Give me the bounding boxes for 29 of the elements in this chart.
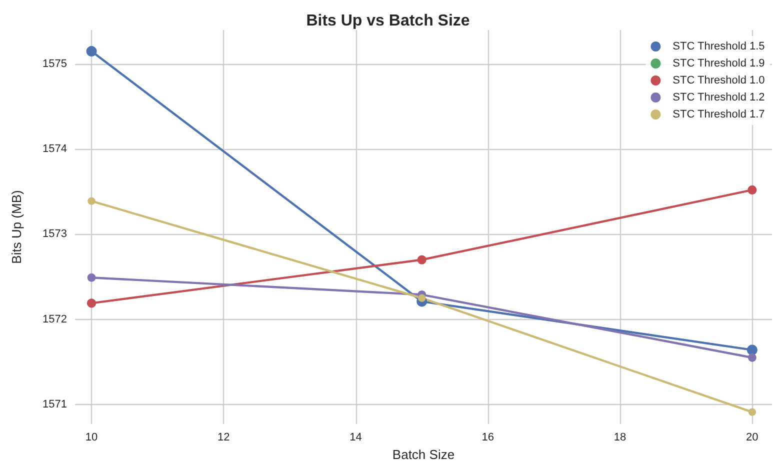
y-tick-label: 1574 [42,143,67,156]
point [86,46,97,57]
legend-label: STC Threshold 1.9 [672,58,765,70]
x-tick-label: 20 [746,432,758,444]
legend-label: STC Threshold 1.0 [672,74,765,86]
point [746,344,758,356]
point [748,185,757,195]
point [417,255,426,264]
point [87,273,96,282]
x-tick-label: 14 [350,432,362,444]
x-tick-label: 12 [218,432,230,444]
chart-title: Bits Up vs Batch Size [306,12,470,30]
point [86,298,96,308]
point [748,408,756,416]
x-axis-title: Batch Size [392,447,455,462]
y-axis-title: Bits Up (MB) [9,190,24,264]
legend-label: STC Threshold 1.2 [672,92,765,104]
point [88,197,96,205]
x-tick-label: 16 [482,432,494,444]
y-tick-label: 1575 [42,58,67,70]
y-tick-label: 1571 [42,398,67,410]
x-tick-label: 18 [614,432,626,444]
point [748,353,756,362]
y-tick-label: 1572 [42,313,67,326]
y-tick-label: 1573 [42,228,67,240]
point [418,294,426,302]
x-tick-label: 10 [85,432,98,444]
legend-label: STC Threshold 1.7 [672,108,765,120]
legend-label: STC Threshold 1.5 [672,40,765,52]
